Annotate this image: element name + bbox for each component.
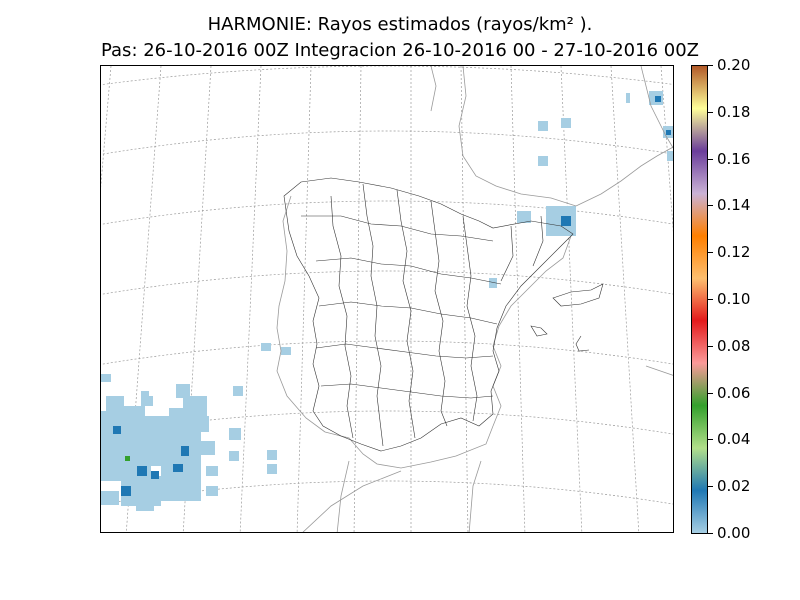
colorbar-tick-mark — [708, 299, 713, 300]
lightning-cells-high — [125, 456, 130, 461]
coastlines — [276, 66, 673, 532]
colorbar-tick-label: 0.10 — [717, 290, 751, 308]
colorbar-tick-label: 0.18 — [717, 103, 751, 121]
colorbar-tick-mark — [708, 346, 713, 347]
colorbar-tick-label: 0.20 — [717, 56, 751, 74]
colorbar-tick-mark — [708, 112, 713, 113]
colorbar-tick-mark — [708, 65, 713, 66]
colorbar-tick-mark — [708, 205, 713, 206]
colorbar — [691, 65, 708, 534]
map-title-line-1: HARMONIE: Rayos estimados (rayos/km² ). — [207, 14, 593, 35]
colorbar-tick-mark — [708, 252, 713, 253]
colorbar-tick-mark — [708, 533, 713, 534]
colorbar-tick-label: 0.12 — [717, 243, 751, 261]
lightning-cells-mid — [113, 96, 671, 496]
colorbar-tick-label: 0.06 — [717, 384, 751, 402]
map-area — [100, 65, 674, 533]
map-svg — [101, 66, 673, 532]
colorbar-tick-label: 0.04 — [717, 430, 751, 448]
colorbar-tick-mark — [708, 486, 713, 487]
colorbar-tick-label: 0.00 — [717, 524, 751, 542]
colorbar-tick-label: 0.08 — [717, 337, 751, 355]
colorbar-tick-label: 0.02 — [717, 477, 751, 495]
colorbar-tick-mark — [708, 439, 713, 440]
map-title-line-2: Pas: 26-10-2016 00Z Integracion 26-10-20… — [100, 40, 699, 61]
colorbar-tick-mark — [708, 393, 713, 394]
colorbar-tick-mark — [708, 159, 713, 160]
colorbar-tick-label: 0.16 — [717, 150, 751, 168]
lightning-cells-low — [101, 91, 673, 511]
iberia-provinces — [283, 177, 604, 452]
colorbar-tick-label: 0.14 — [717, 196, 751, 214]
